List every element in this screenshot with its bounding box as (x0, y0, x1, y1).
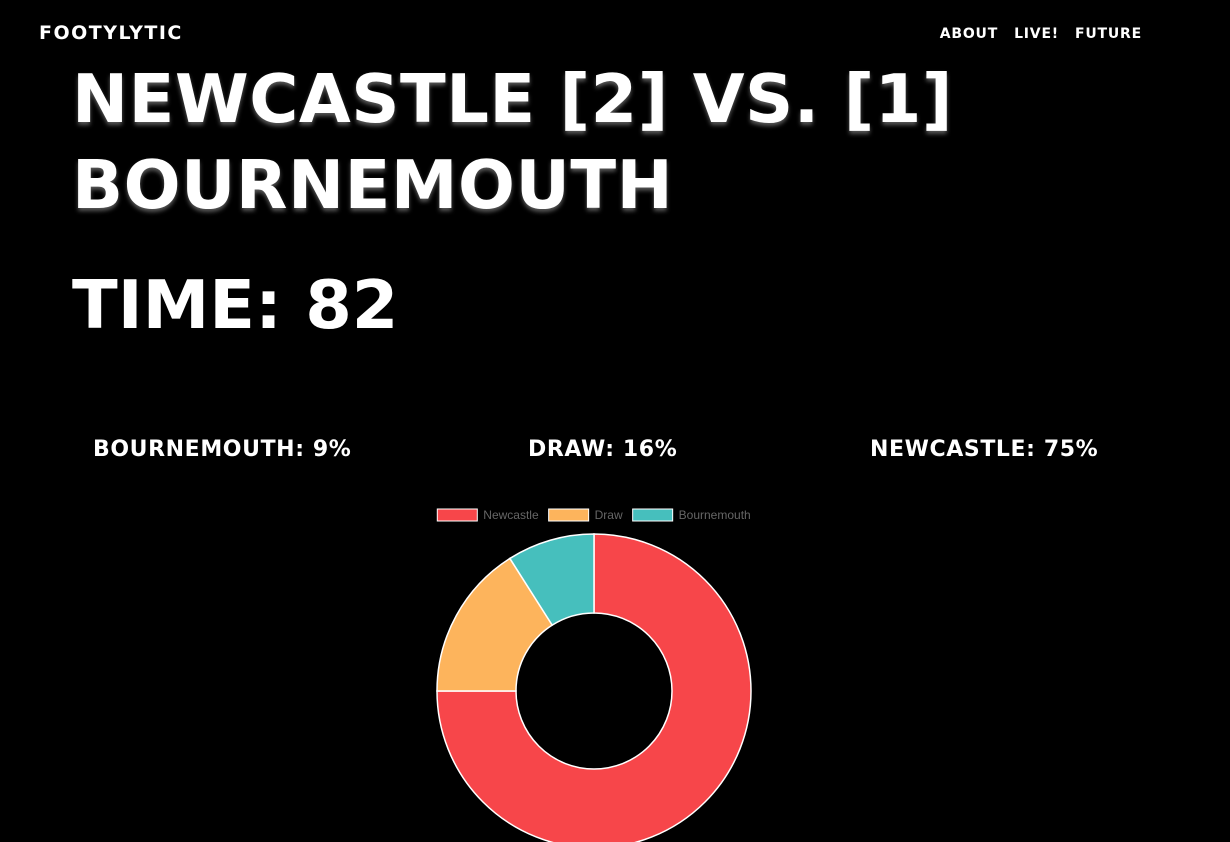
legend-label-draw: Draw (595, 508, 623, 522)
nav-about[interactable]: ABOUT (939, 26, 999, 42)
nav-future[interactable]: FUTURE (1075, 26, 1142, 42)
match-title-line-1: NEWCASTLE [2] VS. [1] (72, 60, 953, 138)
legend-swatch-draw (548, 508, 590, 522)
slice-newcastle[interactable] (436, 533, 752, 842)
match-title-line-2: BOURNEMOUTH (72, 146, 674, 224)
main-nav: ABOUT LIVE! FUTURE (940, 26, 1142, 42)
slice-bournemouth[interactable] (508, 533, 595, 627)
legend-label-newcastle: Newcastle (483, 508, 539, 522)
legend-swatch-newcastle (436, 508, 478, 522)
chart-slices (436, 533, 752, 842)
slice-draw[interactable] (436, 557, 554, 692)
legend-swatch-bournemouth (632, 508, 674, 522)
legend-item-draw[interactable]: Draw (548, 508, 623, 522)
brand-logo[interactable]: FOOTYLYTIC (39, 22, 183, 44)
legend-item-bournemouth[interactable]: Bournemouth (632, 508, 751, 522)
legend-label-bournemouth: Bournemouth (679, 508, 751, 522)
probability-newcastle: NEWCASTLE: 75% (870, 437, 1099, 462)
probability-draw: DRAW: 16% (528, 437, 678, 462)
legend-item-newcastle[interactable]: Newcastle (436, 508, 539, 522)
nav-live[interactable]: LIVE! (1014, 26, 1059, 42)
probability-bournemouth: BOURNEMOUTH: 9% (93, 437, 352, 462)
chart-legend: Newcastle Draw Bournemouth (436, 508, 751, 522)
match-title: NEWCASTLE [2] VS. [1] BOURNEMOUTH (72, 56, 953, 228)
match-time: TIME: 82 (72, 266, 399, 344)
